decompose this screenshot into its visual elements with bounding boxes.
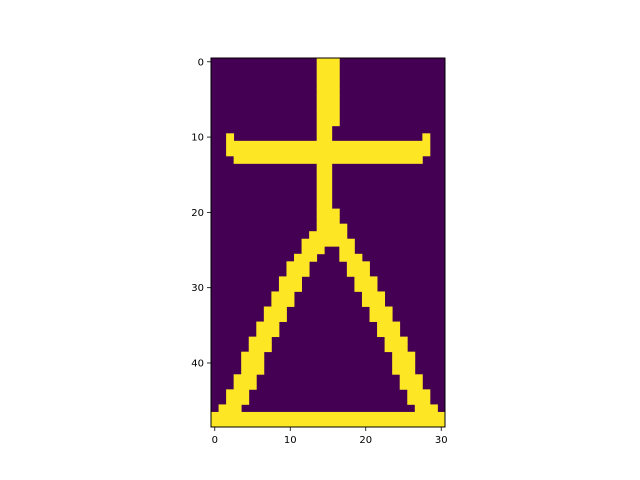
heatmap-cell-run xyxy=(377,329,401,338)
heatmap-cell-run xyxy=(316,73,340,81)
heatmap-cell-run xyxy=(316,193,333,202)
heatmap-cell-run xyxy=(316,223,348,232)
heatmap-cell-run xyxy=(271,298,295,307)
heatmap-cell-run xyxy=(218,404,242,413)
heatmap-cell-run xyxy=(369,314,393,322)
heatmap-cell-run xyxy=(226,389,250,398)
heatmap-cell-run xyxy=(316,208,340,217)
x-tick-label: 30 xyxy=(435,435,448,446)
heatmap-cell-run xyxy=(422,133,431,142)
heatmap-cell-run xyxy=(316,118,340,127)
heatmap-cell-run xyxy=(286,268,310,277)
heatmap-cell-run xyxy=(241,351,265,360)
heatmap-cells xyxy=(211,58,446,428)
heatmap-cell-run xyxy=(346,261,370,270)
heatmap-cell-run xyxy=(271,291,295,300)
x-tick-label: 0 xyxy=(212,435,218,446)
heatmap-cell-run xyxy=(316,178,333,187)
heatmap-cell-run xyxy=(263,306,287,315)
heatmap-cell-run xyxy=(316,133,333,142)
heatmap-cell-run xyxy=(316,88,340,97)
heatmap-cell-run xyxy=(256,321,280,330)
y-tick-label: 10 xyxy=(191,133,204,144)
y-tick-label: 30 xyxy=(191,283,204,294)
heatmap-cell-run xyxy=(316,201,333,210)
heatmap-cell-run xyxy=(233,381,257,390)
x-tick-label: 10 xyxy=(284,435,297,446)
heatmap-cell-run xyxy=(399,374,423,383)
heatmap-cell-run xyxy=(392,351,416,360)
heatmap-cell-run xyxy=(256,329,280,338)
heatmap-cell-run xyxy=(263,314,287,322)
heatmap-cell-run xyxy=(316,58,340,66)
heatmap-cell-run xyxy=(226,133,235,142)
heatmap-cell-run xyxy=(384,344,408,353)
x-tick-label: 20 xyxy=(359,435,372,446)
heatmap-cell-run xyxy=(233,374,257,383)
heatmap-cell-run xyxy=(301,238,355,247)
heatmap-cell-run xyxy=(339,246,355,255)
heatmap-cell-run xyxy=(309,231,348,240)
heatmap-cell-run xyxy=(407,396,431,405)
y-tick-label: 40 xyxy=(191,358,204,369)
heatmap-cell-run xyxy=(278,276,302,285)
heatmap-cell-run xyxy=(316,125,333,134)
heatmap-cell-run xyxy=(369,306,393,315)
heatmap-cell-run xyxy=(414,404,438,413)
heatmap-cell-run xyxy=(233,155,423,164)
heatmap-cell-run xyxy=(316,186,333,194)
heatmap-cell-run xyxy=(407,389,431,398)
heatmap-cell-run xyxy=(316,80,340,89)
heatmap-cell-run xyxy=(339,253,363,262)
heatmap-cell-run xyxy=(384,336,408,345)
heatmap-cell-run xyxy=(226,140,431,149)
heatmap-cell-run xyxy=(399,381,423,390)
heatmap-cell-run xyxy=(316,65,340,74)
heatmap-cell-run xyxy=(226,396,250,405)
heatmap-cell-run xyxy=(248,344,272,353)
heatmap-cell-run xyxy=(377,321,401,330)
heatmap-cell-run xyxy=(226,148,431,157)
heatmap-cell-run xyxy=(211,419,446,428)
heatmap-cell-run xyxy=(392,366,416,375)
heatmap-cell-run xyxy=(346,268,370,277)
heatmap-cell-run xyxy=(316,163,333,172)
x-axis: 0 10 20 30 xyxy=(212,427,448,446)
heatmap-cell-run xyxy=(301,246,325,255)
heatmap-cell-run xyxy=(316,170,333,179)
heatmap-cell-run xyxy=(241,366,265,375)
heatmap-cell-run xyxy=(286,261,310,270)
heatmap-cell-run xyxy=(361,291,386,300)
heatmap-cell-run xyxy=(316,103,340,112)
heatmap-cell-run xyxy=(316,95,340,104)
heatmap-cell-run xyxy=(278,283,302,292)
y-tick-label: 0 xyxy=(198,57,204,68)
heatmap-cell-run xyxy=(316,110,340,119)
heatmap-cell-run xyxy=(248,336,272,345)
y-axis: 0 10 20 30 40 xyxy=(191,57,211,369)
heatmap-cell-run xyxy=(354,276,378,285)
heatmap-cell-run xyxy=(294,253,318,262)
heatmap-cell-run xyxy=(361,298,386,307)
heatmap-cell-run xyxy=(211,411,446,420)
heatmap-cell-run xyxy=(241,359,265,368)
y-tick-label: 20 xyxy=(191,208,204,219)
heatmap-cell-run xyxy=(392,359,416,368)
heatmap-cell-run xyxy=(354,283,378,292)
heatmap-cell-run xyxy=(316,216,340,225)
axes-frame xyxy=(210,57,446,428)
